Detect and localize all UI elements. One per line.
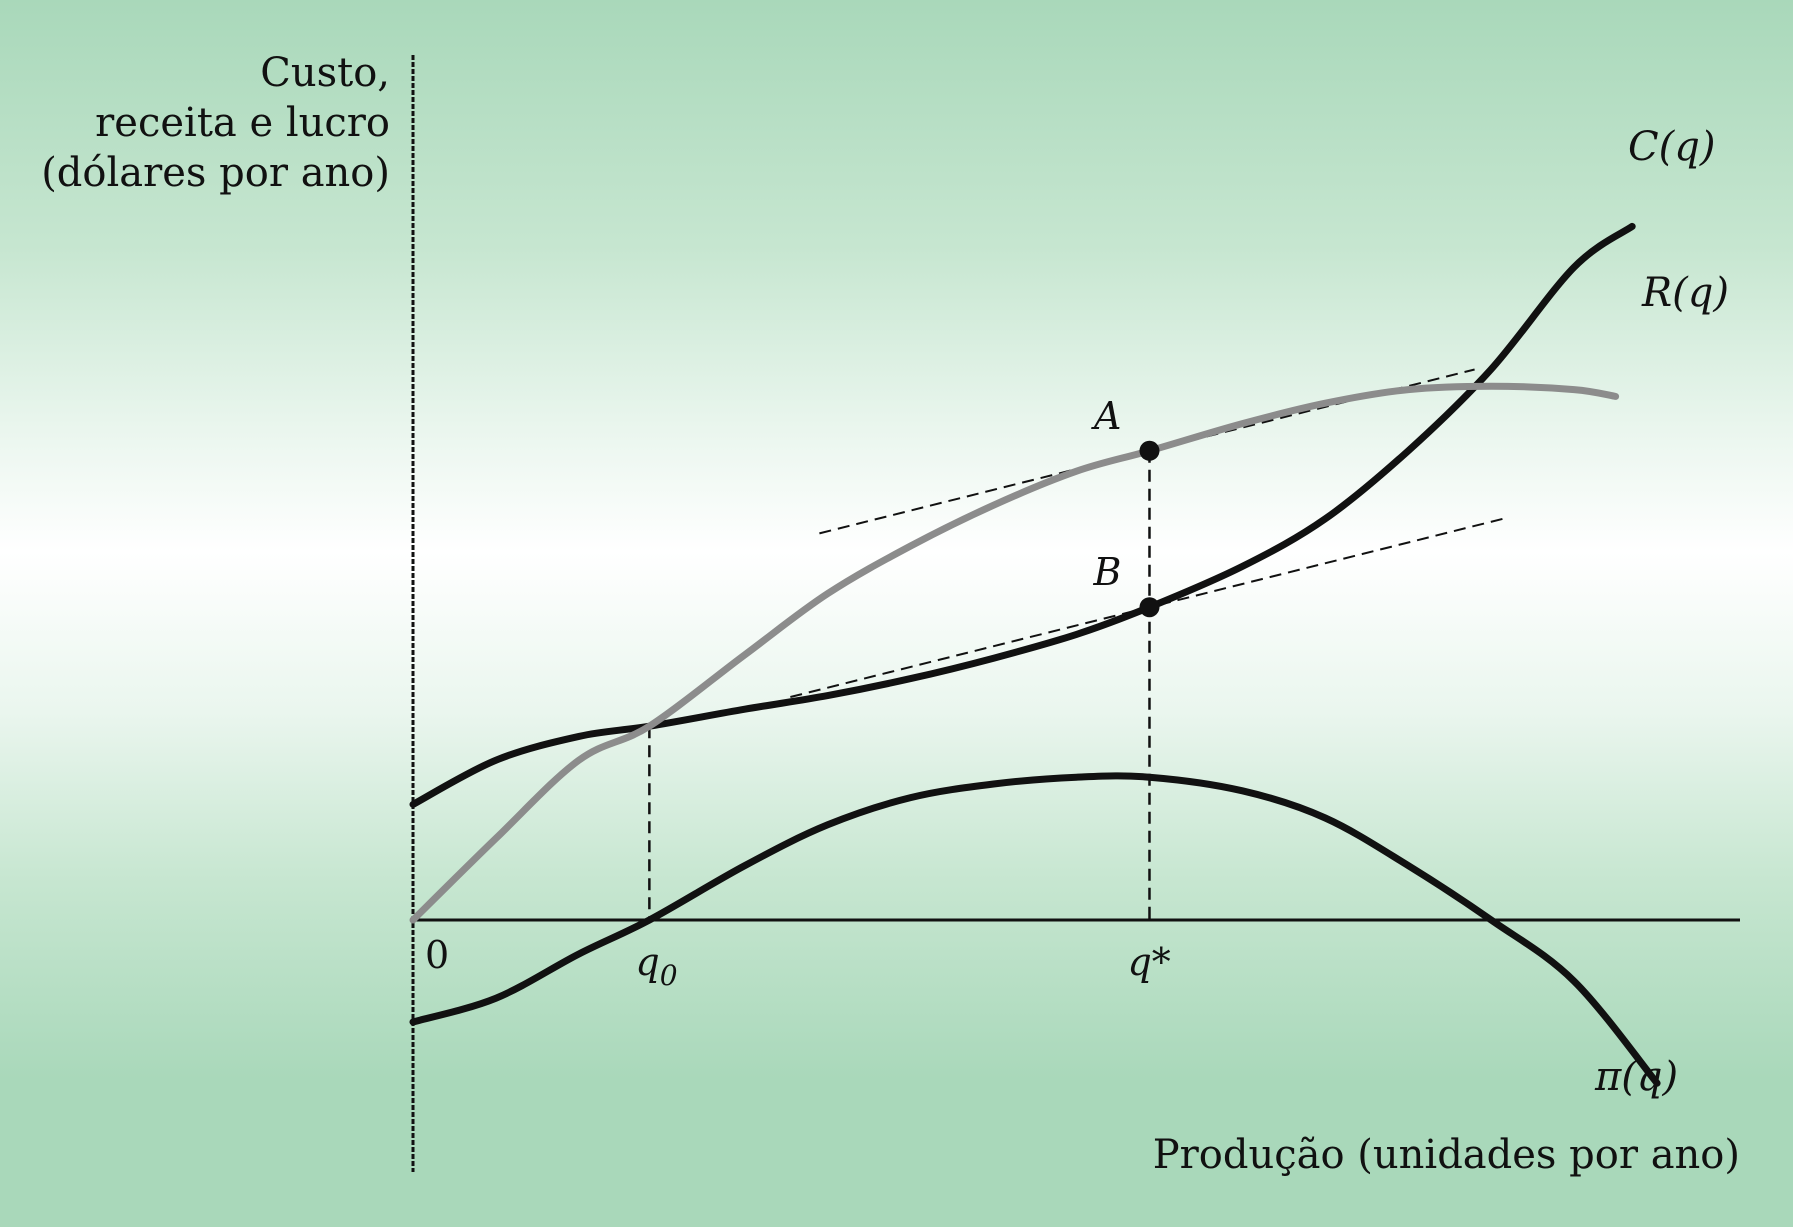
point-label-a: A <box>1091 394 1121 438</box>
tick-label-1: q* <box>1127 940 1170 984</box>
tick-label-0: q0 <box>635 940 677 992</box>
point-label-b: B <box>1093 550 1122 594</box>
xlabel: Produção (unidades por ano) <box>1153 1132 1740 1178</box>
curve-labels: R(q) C(q) π(q) <box>1594 124 1729 1100</box>
ylabel-line-1: Custo, <box>260 50 390 96</box>
cost-label: C(q) <box>1628 124 1715 170</box>
revenue-label: R(q) <box>1641 270 1729 316</box>
profit-curve <box>409 772 1661 1087</box>
point-b <box>1139 597 1160 618</box>
ylabel-line-2: receita e lucro <box>95 100 390 146</box>
revenue-curve <box>409 382 1620 924</box>
point-markers: AB <box>1091 394 1160 618</box>
cost-curve <box>409 222 1636 808</box>
profit-label: π(q) <box>1594 1054 1678 1100</box>
curves <box>409 222 1661 1087</box>
origin-label: 0 <box>425 933 449 977</box>
ylabel-line-3: (dólares por ano) <box>41 150 390 196</box>
tick-labels: q0 q* <box>635 940 1170 992</box>
guide-lines <box>648 450 1151 920</box>
point-a <box>1139 440 1160 461</box>
